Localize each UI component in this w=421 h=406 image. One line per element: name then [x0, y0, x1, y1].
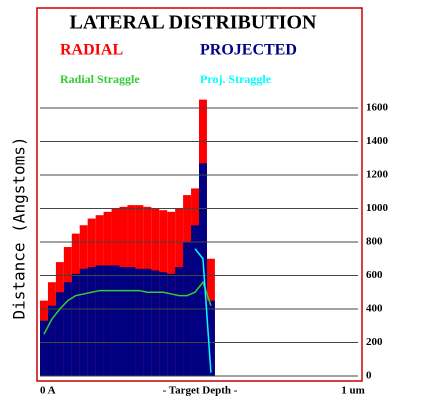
bar — [40, 320, 48, 376]
bar — [47, 305, 56, 376]
legend-label: Proj. Straggle — [200, 72, 272, 86]
bar — [71, 273, 80, 376]
bar — [135, 268, 144, 376]
bar — [79, 268, 88, 376]
chart-title: LATERAL DISTRIBUTION — [70, 12, 317, 34]
bar — [103, 265, 112, 376]
bar — [191, 225, 199, 376]
legend-label: PROJECTED — [200, 42, 297, 59]
line — [43, 280, 212, 335]
y-tick-label: 600 — [366, 269, 383, 281]
bar — [175, 267, 184, 376]
x-axis-label: - Target Depth - — [163, 385, 238, 397]
y-axis-label: Distance (Angstoms) — [10, 136, 29, 319]
bar — [87, 267, 96, 376]
legend-label: RADIAL — [60, 42, 123, 59]
x-tick-label: 0 A — [40, 385, 56, 397]
x-tick-label: 1 um — [341, 385, 365, 397]
y-tick-label: 1600 — [366, 102, 389, 114]
y-tick-label: 1200 — [366, 169, 389, 181]
y-tick-label: 1000 — [366, 202, 389, 214]
line — [194, 248, 212, 373]
legend-label: Radial Straggle — [60, 72, 140, 86]
bar — [199, 163, 207, 376]
bar — [55, 292, 64, 376]
bar — [167, 273, 176, 376]
y-tick-label: 1400 — [366, 135, 389, 147]
y-tick-label: 0 — [366, 370, 372, 382]
bar — [159, 272, 168, 376]
y-tick-label: 200 — [366, 336, 383, 348]
bar — [206, 300, 215, 376]
bar — [111, 265, 120, 376]
bar — [95, 265, 104, 376]
y-tick-label: 800 — [366, 236, 383, 248]
bar — [151, 270, 160, 376]
bar — [63, 282, 72, 376]
y-tick-label: 400 — [366, 303, 383, 315]
bar — [143, 268, 152, 376]
bar — [119, 267, 128, 376]
bar — [127, 267, 136, 376]
